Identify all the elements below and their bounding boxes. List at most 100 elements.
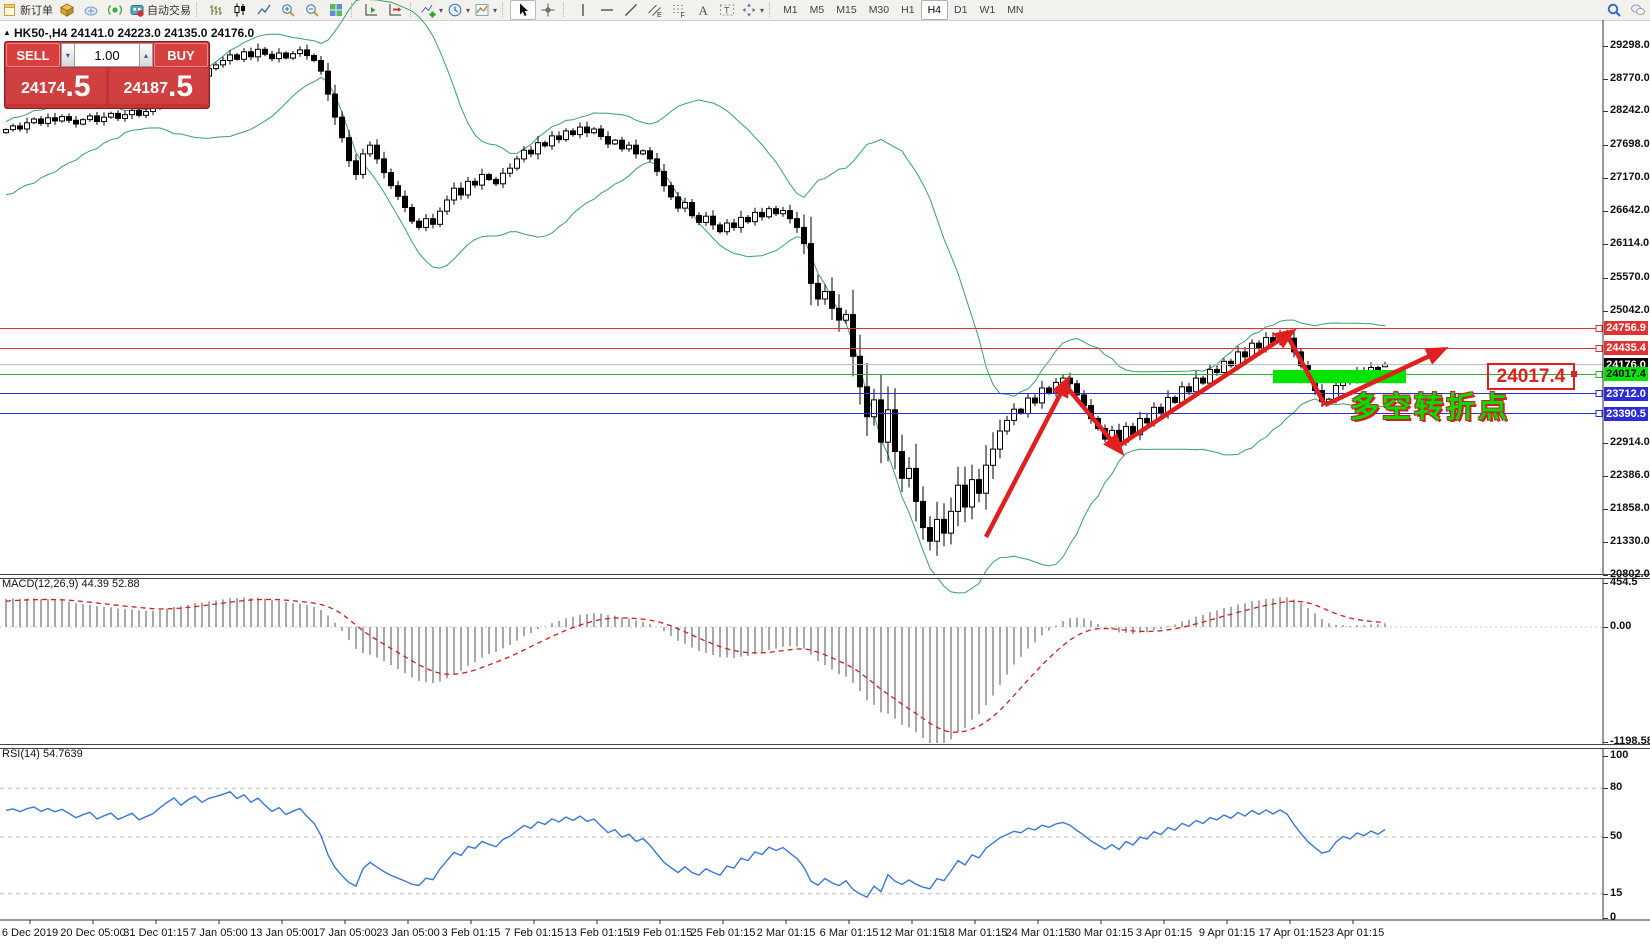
sell-price-display[interactable]: 24174 .5 [6,68,106,104]
horizontal-line-button[interactable] [595,1,619,19]
sell-button[interactable]: SELL [6,43,60,67]
scale-tick-mark [1603,211,1608,213]
scale-tick-mark [1603,78,1608,80]
chart-shift-button[interactable] [359,1,383,19]
timeframe-m1-button[interactable]: M1 [783,4,798,16]
cloud-icon [83,2,99,18]
scale-tick-mark [1603,145,1608,147]
toolbar: 新订单 自动交易 ▾ ▾ ▾ E F A T ▾ M1 M5 M15 M30 H1 H4 D1 W1 MN [0,0,1650,21]
scale-tick-label: 26114.0 [1610,236,1650,249]
candlestick-chart-button[interactable] [228,1,252,19]
buy-button[interactable]: BUY [154,43,208,67]
price-badge: 24756.9 [1604,321,1648,336]
buy-price-display[interactable]: 24187 .5 [108,68,208,104]
trendline-button[interactable] [619,1,643,19]
text-button[interactable]: A [691,1,715,19]
scale-tick-label: -1198.58 [1610,735,1650,747]
new-chart-button[interactable]: ▾ [418,1,445,19]
chevron-down-icon[interactable]: ▾ [439,5,444,15]
timeframe-m30-button[interactable]: M30 [868,4,890,16]
line-chart-button[interactable] [252,1,276,19]
price-badge: 24017.4 [1604,367,1648,382]
timeframe-h4-button[interactable]: H4 [920,0,948,20]
auto-scroll-icon [387,2,403,18]
search-icon[interactable] [1602,1,1626,19]
chat-icon[interactable] [1626,1,1650,19]
time-axis-label: 23 Apr 01:15 [1321,927,1385,939]
scale-tick-mark [1603,111,1608,113]
signal-icon[interactable] [103,1,127,19]
timeframe-w1-button[interactable]: W1 [979,4,996,16]
macd-histogram [5,597,1386,743]
bar-chart-button[interactable] [204,1,228,19]
scale-tick-mark [1603,310,1608,312]
scale-tick-label: 50 [1610,830,1623,842]
time-axis-label: 6 Dec 2019 [1,927,59,939]
macd-signal-line [5,598,1386,733]
time-axis-label: 17 Apr 01:15 [1258,927,1322,939]
timeframe-mn-button[interactable]: MN [1007,4,1024,16]
chart-title: HK50-,H4 24141.0 24223.0 24135.0 24176.0 [14,26,255,40]
chevron-down-icon[interactable]: ▾ [466,5,471,15]
rsi-panel-separator[interactable] [0,744,1650,749]
crosshair-button[interactable] [536,1,560,19]
macd-label: MACD(12,26,9) 44.39 52.88 [2,578,140,590]
volume-increase-button[interactable]: ▴ [139,43,153,67]
fibonacci-icon: F [671,2,687,18]
templates-button[interactable]: ▾ [472,1,499,19]
zoom-in-button[interactable] [276,1,300,19]
fibonacci-button[interactable]: F [667,1,691,19]
scale-tick-mark [1603,583,1608,585]
scale-tick-label: 20802.0 [1610,567,1650,580]
zoom-out-button[interactable] [300,1,324,19]
trend-zigzag-arrows[interactable] [984,328,1449,539]
zoom-in-icon [280,2,296,18]
scale-tick-mark [1603,756,1608,757]
text-icon: A [695,2,711,18]
svg-text:F: F [681,13,685,19]
new-order-icon [2,2,18,18]
time-axis-label: 9 Apr 01:15 [1198,927,1256,939]
chevron-down-icon[interactable]: ▾ [493,5,498,15]
scale-tick-label: 25042.0 [1610,303,1650,316]
timeframe-h1-button[interactable]: H1 [901,4,915,16]
macd-panel-separator[interactable] [0,574,1650,579]
cloud-sync-icon[interactable] [79,1,103,19]
signal-icon [107,2,123,18]
scale-tick-label: 0 [1610,911,1617,923]
volume-decrease-button[interactable]: ▾ [61,43,75,67]
turning-point-annotation[interactable]: 多空转折点 [1350,392,1511,424]
time-axis-label: 25 Feb 01:15 [690,927,756,939]
scale-tick-label: 26642.0 [1610,204,1650,217]
time-axis-label: 6 Mar 01:15 [819,927,879,939]
equidistant-channel-button[interactable]: E [643,1,667,19]
scale-tick-mark [1603,541,1608,543]
arrows-button[interactable]: ▾ [739,1,766,19]
one-click-trade-panel: SELL ▾ ▴ BUY 24174 .5 24187 .5 [4,41,210,109]
price-level-annotation-handle[interactable] [1571,371,1577,377]
sell-price-main: 24174 [20,80,66,97]
tile-windows-button[interactable] [324,1,348,19]
auto-scroll-button[interactable] [383,1,407,19]
scale-tick-mark [1603,893,1608,895]
chart-collapse-icon[interactable]: ▲ [3,28,11,37]
new-order-button[interactable]: 新订单 [0,1,55,19]
text-label-button[interactable]: T [715,1,739,19]
timeframe-m5-button[interactable]: M5 [809,4,825,16]
profiles-icon[interactable] [55,1,79,19]
vertical-line-button[interactable] [571,1,595,19]
autotrading-button[interactable]: 自动交易 [127,1,193,19]
cursor-button[interactable] [510,0,537,20]
periods-button[interactable]: ▾ [445,1,472,19]
scale-tick-label: 15 [1610,886,1623,899]
chevron-down-icon[interactable]: ▾ [760,5,765,15]
new-order-button-label: 新订单 [20,5,53,17]
volume-input[interactable] [74,43,140,67]
time-axis-label: 23 Jan 05:00 [376,927,440,939]
time-axis-label: 19 Feb 01:15 [627,927,693,939]
timeframe-d1-button[interactable]: D1 [954,4,968,16]
toolbar-separator [351,3,356,17]
timeframe-m15-button[interactable]: M15 [836,4,857,16]
scale-tick-mark [1603,627,1608,628]
